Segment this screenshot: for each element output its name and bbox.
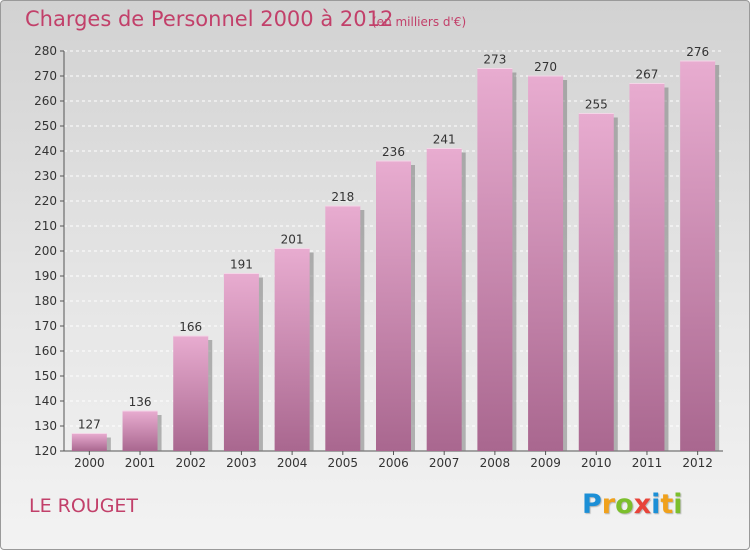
logo-letter: o — [615, 489, 634, 520]
value-label-2004: 201 — [281, 233, 304, 247]
y-tick-label: 250 — [34, 119, 57, 133]
bars — [71, 60, 720, 451]
y-tick-label: 170 — [34, 319, 57, 333]
value-labels: 127 136 166 191 201 218 236 241 273 270 255 267 276 — [78, 45, 709, 432]
proxiti-logo[interactable]: Proxiti — [582, 489, 683, 520]
logo-letter: t — [660, 489, 674, 520]
bar-2008 — [477, 68, 513, 451]
y-tick-label: 190 — [34, 269, 57, 283]
bar-2001 — [122, 411, 158, 451]
y-tick-label: 240 — [34, 144, 57, 158]
y-tick-label: 280 — [34, 44, 57, 58]
bar-2000 — [71, 433, 107, 451]
logo-letter: i — [673, 489, 683, 520]
x-tick-label-2010: 2010 — [581, 456, 612, 470]
value-label-2008: 273 — [483, 53, 506, 67]
y-tick-label: 140 — [34, 394, 57, 408]
x-tick-label-2004: 2004 — [277, 456, 308, 470]
y-tick-label: 150 — [34, 369, 57, 383]
value-label-2002: 166 — [179, 320, 202, 334]
bar-2003 — [223, 273, 259, 451]
chart-subtitle: (en milliers d'€) — [372, 15, 467, 29]
value-label-2011: 267 — [636, 68, 659, 82]
bar-2009 — [528, 76, 564, 451]
value-label-2009: 270 — [534, 60, 557, 74]
x-tick-label-2005: 2005 — [328, 456, 359, 470]
x-tick-label-2007: 2007 — [429, 456, 460, 470]
value-label-2012: 276 — [686, 45, 709, 59]
y-tick-label: 160 — [34, 344, 57, 358]
logo-letter: i — [651, 489, 661, 520]
bar-2002 — [173, 336, 209, 451]
x-tick-label-2003: 2003 — [226, 456, 257, 470]
value-label-2005: 218 — [331, 190, 354, 204]
value-label-2007: 241 — [433, 133, 456, 147]
y-tick-label: 270 — [34, 69, 57, 83]
y-tick-label: 130 — [34, 419, 57, 433]
value-label-2000: 127 — [78, 418, 101, 432]
bar-2012 — [680, 61, 716, 451]
x-tick-label-2009: 2009 — [530, 456, 561, 470]
y-tick-label: 230 — [34, 169, 57, 183]
bar-2004 — [274, 248, 310, 451]
value-label-2006: 236 — [382, 145, 405, 159]
value-label-2010: 255 — [585, 98, 608, 112]
y-tick-label: 210 — [34, 219, 57, 233]
x-tick-label-2001: 2001 — [125, 456, 156, 470]
bar-2005 — [325, 206, 361, 451]
commune-name: LE ROUGET — [29, 495, 139, 517]
x-tick-label-2011: 2011 — [632, 456, 663, 470]
value-label-2003: 191 — [230, 258, 253, 272]
bar-2010 — [578, 113, 614, 451]
y-tick-label: 180 — [34, 294, 57, 308]
x-tick-label-2012: 2012 — [682, 456, 713, 470]
logo-letter: x — [633, 489, 652, 520]
chart-title: Charges de Personnel 2000 à 2012 — [25, 7, 394, 31]
y-tick-label: 260 — [34, 94, 57, 108]
x-tick-label-2006: 2006 — [378, 456, 409, 470]
x-tick-label-2008: 2008 — [480, 456, 511, 470]
logo-letter: r — [601, 489, 616, 520]
bar-2007 — [426, 148, 462, 451]
logo-letter: P — [582, 489, 602, 520]
y-tick-label: 200 — [34, 244, 57, 258]
bar-2006 — [376, 161, 411, 451]
x-tick-label-2000: 2000 — [74, 456, 105, 470]
bar-2011 — [629, 83, 665, 451]
y-tick-labels: 120 130 140 150 160 170 180 190 200 210 220 230 240 2… — [34, 44, 57, 458]
y-tick-label: 120 — [34, 444, 57, 458]
x-tick-label-2002: 2002 — [175, 456, 206, 470]
x-tick-labels: 2000 2001 2002 2003 2004 2005 2006 2007 2008 2009… — [74, 456, 713, 470]
y-tick-label: 220 — [34, 194, 57, 208]
value-label-2001: 136 — [129, 395, 152, 409]
